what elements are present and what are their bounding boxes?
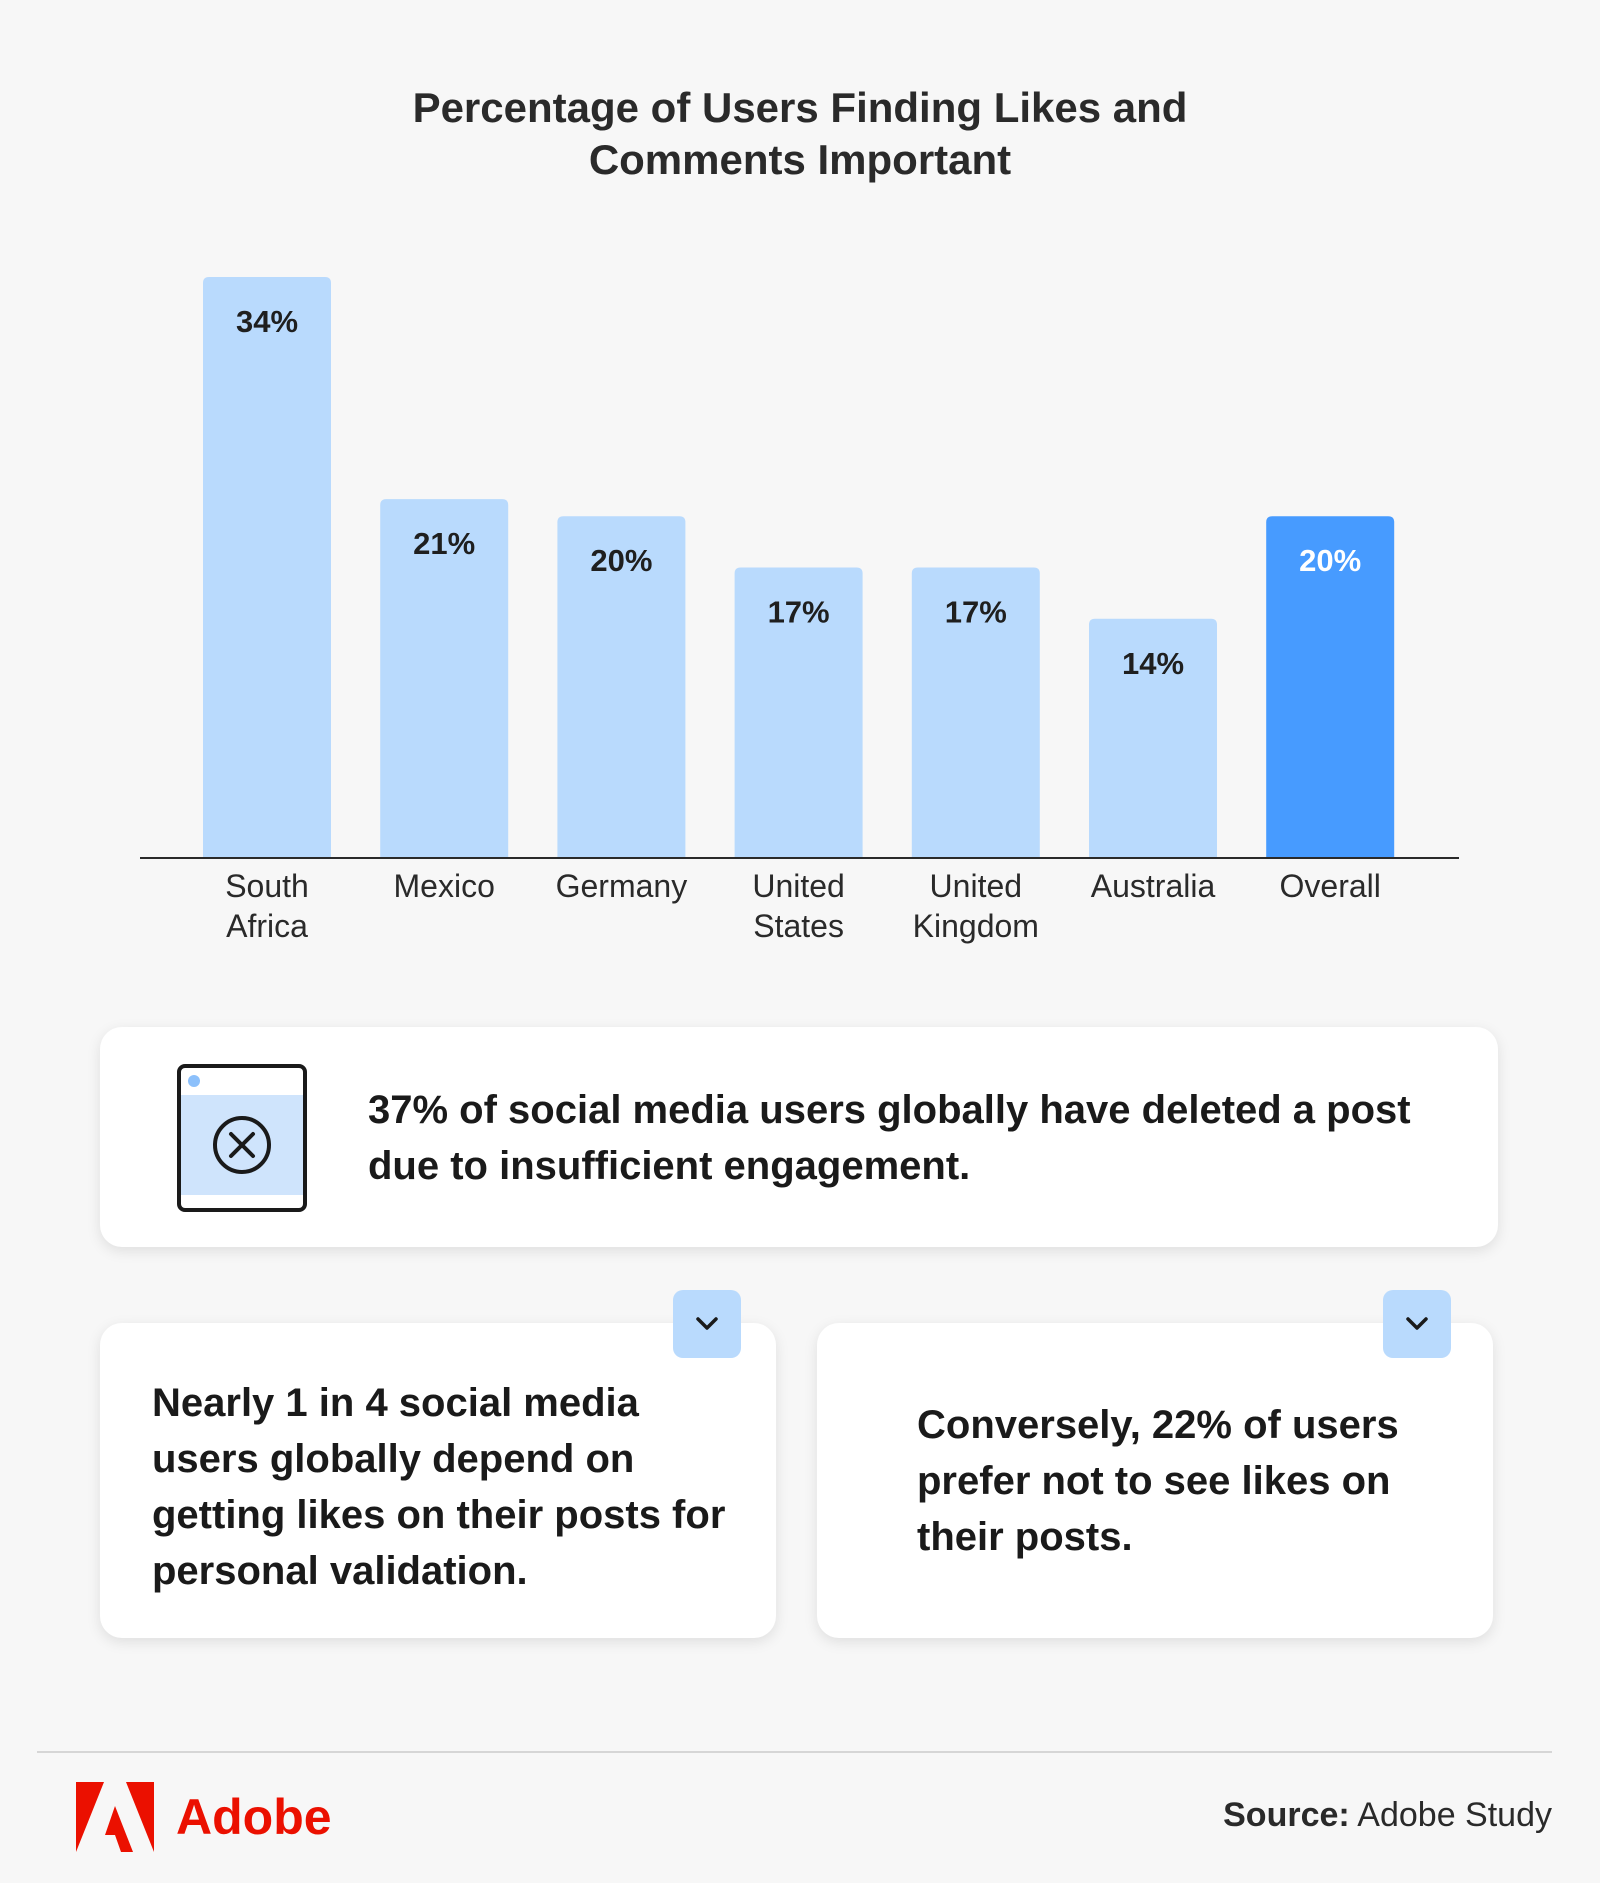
category-label: Germany xyxy=(556,868,688,904)
category-label: United States xyxy=(752,868,845,944)
brand-name: Adobe xyxy=(176,1789,332,1845)
category-label: Mexico xyxy=(394,868,495,904)
bar-1 xyxy=(380,499,509,858)
prefer-no-likes-text: Conversely, 22% of users prefer not to s… xyxy=(917,1403,1399,1559)
bar-value-label: 20% xyxy=(1299,543,1361,578)
validation-card: Nearly 1 in 4 social media users globall… xyxy=(100,1323,776,1638)
category-label: Overall xyxy=(1280,868,1381,904)
bar-chart: 34% South Africa 21% Mexico 20% Germany 17% Unit… xyxy=(140,277,1459,944)
category-label: United Kingdom xyxy=(913,868,1039,944)
bar-value-label: 17% xyxy=(945,595,1007,630)
footer-divider xyxy=(37,1751,1552,1753)
category-label: Australia xyxy=(1091,868,1216,904)
bar-2 xyxy=(557,516,686,858)
chevron-down-icon xyxy=(673,1290,741,1358)
chevron-down-icon xyxy=(1383,1290,1451,1358)
adobe-logo-icon xyxy=(76,1782,154,1857)
bar-6 xyxy=(1266,516,1395,858)
bar-4 xyxy=(911,567,1040,858)
deleted-post-text: 37% of social media users globally have … xyxy=(368,1088,1411,1188)
bar-0 xyxy=(203,277,331,858)
bar-value-label: 14% xyxy=(1122,646,1184,681)
source-note: Source: Adobe Study xyxy=(1223,1792,1552,1838)
bar-3 xyxy=(734,567,863,858)
bar-value-label: 20% xyxy=(590,543,652,578)
prefer-no-likes-card: Conversely, 22% of users prefer not to s… xyxy=(817,1323,1493,1638)
category-label: South Africa xyxy=(225,868,309,944)
deleted-post-icon xyxy=(176,1063,308,1218)
chart-title-line-1: Percentage of Users Finding Likes and xyxy=(412,84,1188,131)
source-label: Source: xyxy=(1223,1796,1350,1834)
source-value: Adobe Study xyxy=(1357,1796,1552,1834)
bar-5 xyxy=(1089,618,1217,858)
bar-value-label: 34% xyxy=(236,304,298,339)
bar-value-label: 21% xyxy=(413,526,475,561)
chart-title: Percentage of Users Finding Likes and Co… xyxy=(0,82,1600,186)
validation-text: Nearly 1 in 4 social media users globall… xyxy=(152,1381,726,1593)
bar-value-label: 17% xyxy=(768,595,830,630)
deleted-post-card: 37% of social media users globally have … xyxy=(100,1027,1498,1247)
chart-title-line-2: Comments Important xyxy=(588,136,1012,183)
